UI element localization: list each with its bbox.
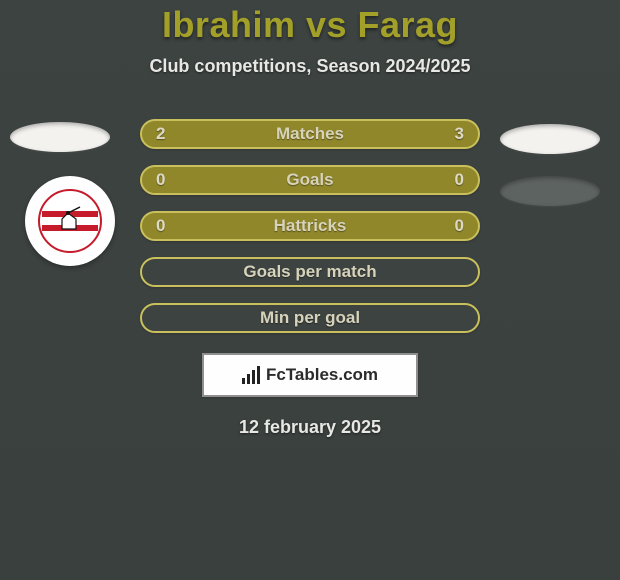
zamalek-crest-icon	[38, 189, 102, 253]
generated-date: 12 february 2025	[239, 417, 381, 438]
stat-right-value: 3	[455, 124, 464, 144]
brand-text: FcTables.com	[266, 365, 378, 385]
player-left-avatar	[10, 122, 110, 152]
player-right-avatar	[500, 124, 600, 154]
page-subtitle: Club competitions, Season 2024/2025	[149, 56, 470, 77]
bar-chart-icon	[242, 366, 260, 384]
stat-right-value: 0	[455, 170, 464, 190]
club-left-logo	[25, 176, 115, 266]
stat-row-goals: 0 Goals 0	[140, 165, 480, 195]
stat-label: Hattricks	[274, 216, 347, 236]
content-root: Ibrahim vs Farag Club competitions, Seas…	[0, 0, 620, 580]
stat-label: Goals	[286, 170, 333, 190]
stat-label: Min per goal	[260, 308, 360, 328]
stat-row-min-per-goal: Min per goal	[140, 303, 480, 333]
page-title: Ibrahim vs Farag	[162, 4, 458, 46]
brand-badge: FcTables.com	[202, 353, 418, 397]
stat-left-value: 0	[156, 170, 165, 190]
stat-label: Matches	[276, 124, 344, 144]
stat-left-value: 0	[156, 216, 165, 236]
stat-label: Goals per match	[243, 262, 376, 282]
stat-right-value: 0	[455, 216, 464, 236]
club-right-placeholder	[500, 176, 600, 206]
stat-row-hattricks: 0 Hattricks 0	[140, 211, 480, 241]
stat-row-matches: 2 Matches 3	[140, 119, 480, 149]
stat-row-goals-per-match: Goals per match	[140, 257, 480, 287]
stats-container: 2 Matches 3 0 Goals 0 0 Hattricks 0 Goal…	[140, 119, 480, 333]
stat-left-value: 2	[156, 124, 165, 144]
